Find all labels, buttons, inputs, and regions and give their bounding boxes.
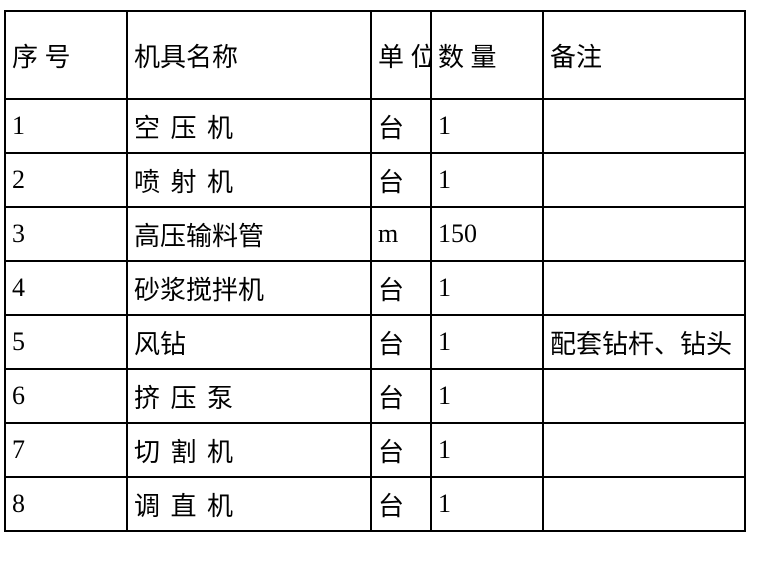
cell-seq: 6 (5, 369, 127, 423)
cell-seq: 7 (5, 423, 127, 477)
cell-note (543, 99, 745, 153)
cell-name: 喷 射 机 (127, 153, 371, 207)
table-row: 1 空 压 机 台 1 (5, 99, 745, 153)
equipment-table-container: { "table": { "type": "table", "backgroun… (0, 0, 760, 570)
cell-name: 切 割 机 (127, 423, 371, 477)
cell-qty: 1 (431, 369, 543, 423)
cell-note (543, 369, 745, 423)
cell-unit: 台 (371, 99, 431, 153)
table-row: 7 切 割 机 台 1 (5, 423, 745, 477)
cell-unit: 台 (371, 477, 431, 531)
cell-seq: 5 (5, 315, 127, 369)
equipment-table: 序 号 机具名称 单 位 数 量 备注 1 空 压 机 台 1 2 喷 射 机 … (4, 10, 746, 532)
cell-note (543, 261, 745, 315)
cell-qty: 1 (431, 423, 543, 477)
cell-qty: 1 (431, 477, 543, 531)
cell-unit: 台 (371, 423, 431, 477)
table-row: 4 砂浆搅拌机 台 1 (5, 261, 745, 315)
cell-seq: 8 (5, 477, 127, 531)
table-row: 5 风钻 台 1 配套钻杆、钻头 (5, 315, 745, 369)
cell-note (543, 477, 745, 531)
col-header-note: 备注 (543, 11, 745, 99)
col-header-unit: 单 位 (371, 11, 431, 99)
cell-qty: 150 (431, 207, 543, 261)
cell-name: 调 直 机 (127, 477, 371, 531)
cell-seq: 4 (5, 261, 127, 315)
table-row: 3 高压输料管 m 150 (5, 207, 745, 261)
cell-seq: 2 (5, 153, 127, 207)
cell-seq: 3 (5, 207, 127, 261)
table-row: 6 挤 压 泵 台 1 (5, 369, 745, 423)
cell-qty: 1 (431, 153, 543, 207)
cell-note (543, 423, 745, 477)
col-header-name: 机具名称 (127, 11, 371, 99)
table-row: 8 调 直 机 台 1 (5, 477, 745, 531)
cell-qty: 1 (431, 99, 543, 153)
col-header-qty: 数 量 (431, 11, 543, 99)
col-header-seq: 序 号 (5, 11, 127, 99)
cell-name: 空 压 机 (127, 99, 371, 153)
cell-unit: 台 (371, 315, 431, 369)
table-row: 2 喷 射 机 台 1 (5, 153, 745, 207)
cell-note: 配套钻杆、钻头 (543, 315, 745, 369)
cell-name: 风钻 (127, 315, 371, 369)
cell-unit: m (371, 207, 431, 261)
cell-unit: 台 (371, 261, 431, 315)
cell-seq: 1 (5, 99, 127, 153)
cell-unit: 台 (371, 369, 431, 423)
table-header-row: 序 号 机具名称 单 位 数 量 备注 (5, 11, 745, 99)
cell-unit: 台 (371, 153, 431, 207)
cell-qty: 1 (431, 315, 543, 369)
cell-note (543, 153, 745, 207)
cell-name: 挤 压 泵 (127, 369, 371, 423)
cell-note (543, 207, 745, 261)
cell-qty: 1 (431, 261, 543, 315)
cell-name: 砂浆搅拌机 (127, 261, 371, 315)
cell-name: 高压输料管 (127, 207, 371, 261)
